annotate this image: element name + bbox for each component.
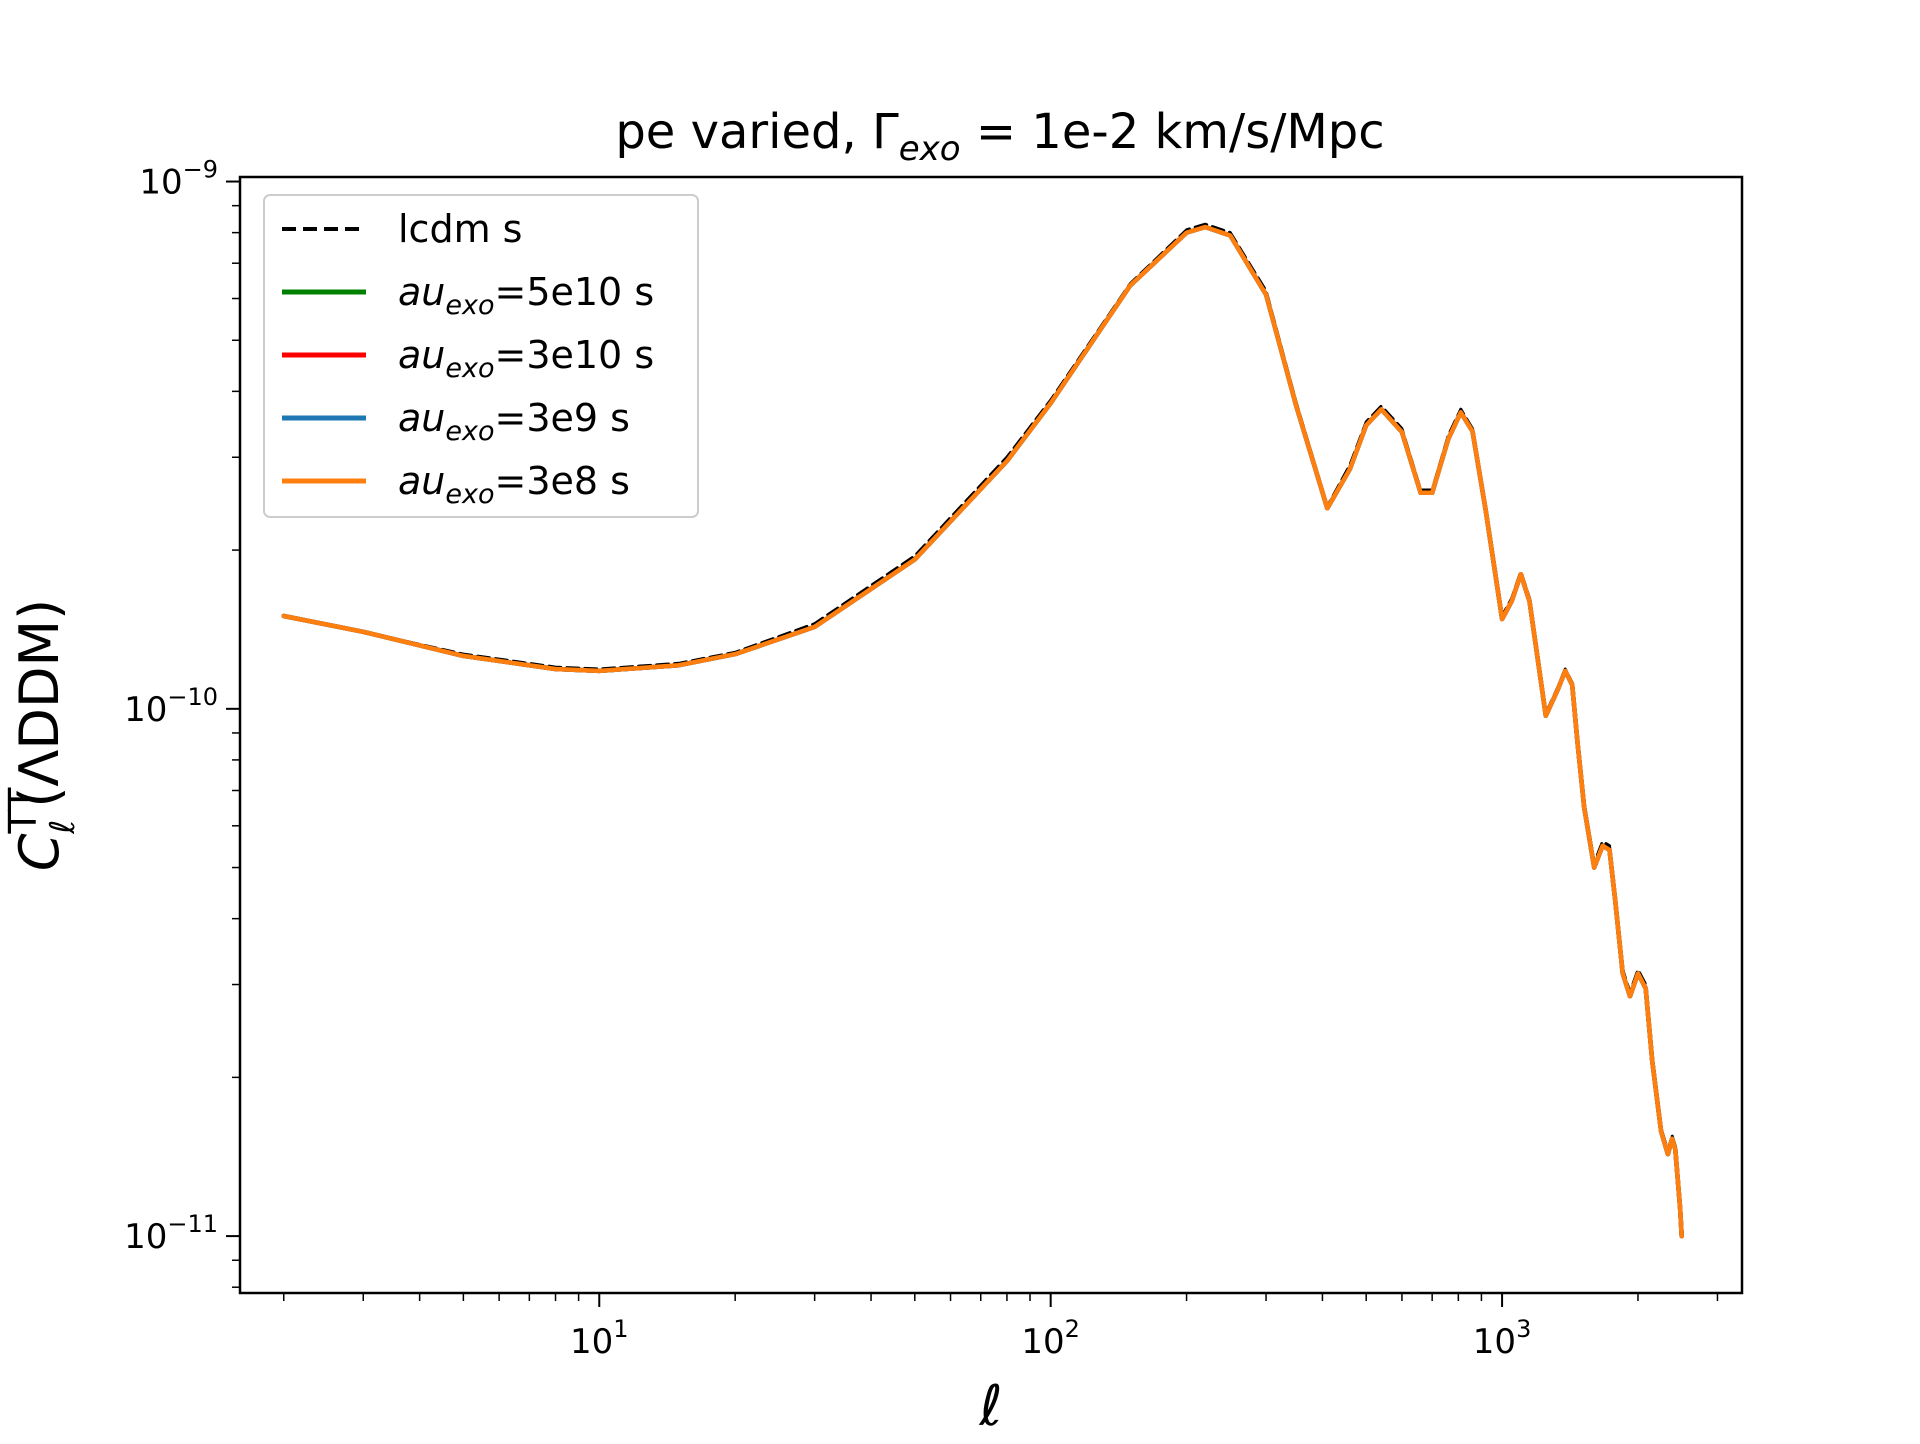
y-axis-label: CTTℓ (ΛDDM) <box>1 599 83 871</box>
chart-title-rest: = 1e-2 km/s/Mpc <box>961 104 1385 160</box>
x-axis-label: ℓ <box>978 1374 1002 1439</box>
chart-title-sub: exo <box>899 129 961 169</box>
y-axis-label-rest: (ΛDDM) <box>8 599 71 808</box>
legend-box <box>263 194 699 518</box>
legend-entries: lcdm s auexo=5e10 s auexo=3e10 s auexo=3e9 … <box>282 207 654 510</box>
y-axis-label-sub: ℓ <box>43 820 83 835</box>
legend-label-4: auexo=3e8 s <box>398 459 630 510</box>
legend-label-0: lcdm s <box>398 207 522 251</box>
legend: lcdm s auexo=5e10 s auexo=3e10 s auexo=3e9 … <box>263 194 699 518</box>
legend-label-3: auexo=3e9 s <box>398 396 630 447</box>
series-line-4 <box>281 224 1684 1239</box>
legend-label-2: auexo=3e10 s <box>398 333 654 384</box>
x-tick-label-1: 102 <box>1021 1315 1080 1362</box>
plot-area-frame <box>238 175 1744 1295</box>
legend-label-1: auexo=5e10 s <box>398 270 654 321</box>
x-tick-label-0: 101 <box>570 1315 629 1362</box>
y-tick-label-2: 10−9 <box>139 156 218 203</box>
y-tick-label-1: 10−10 <box>124 683 218 730</box>
chart-title: pe varied, Γexo = 1e-2 km/s/Mpc <box>615 104 1384 169</box>
tick-layer: 101 102 103 10−11 10−10 10−9 <box>124 156 1719 1362</box>
y-axis-label-main: C <box>8 833 71 871</box>
x-tick-label-2: 103 <box>1473 1315 1532 1362</box>
y-tick-label-0: 10−11 <box>124 1210 218 1257</box>
y-axis-label-sup: TT <box>1 787 45 835</box>
chart-title-main: pe varied, Γ <box>615 104 899 160</box>
series-layer <box>281 222 1684 1239</box>
